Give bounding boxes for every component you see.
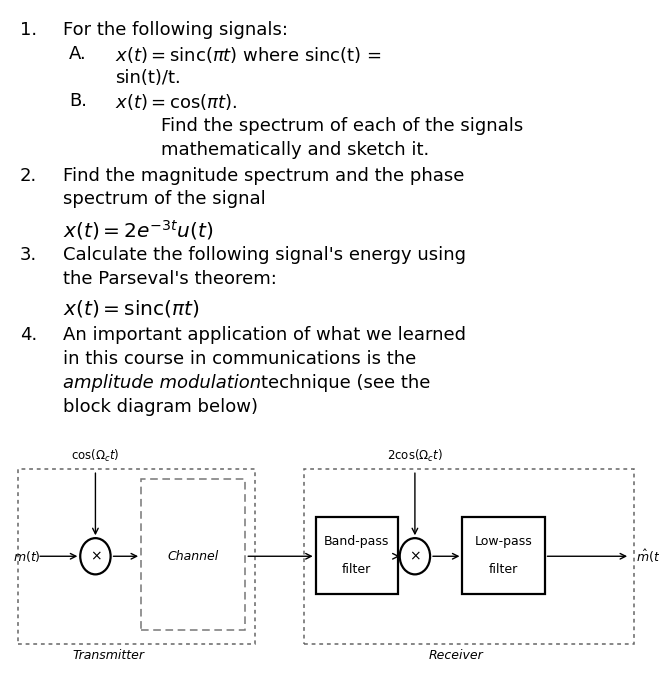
Text: Receiver: Receiver	[428, 649, 484, 662]
Text: B.: B.	[69, 92, 87, 111]
Text: For the following signals:: For the following signals:	[63, 21, 287, 39]
Text: $x(t) = \mathrm{sinc}(\pi t)$: $x(t) = \mathrm{sinc}(\pi t)$	[63, 298, 199, 319]
Bar	[463, 517, 544, 594]
Text: $\times$: $\times$	[409, 550, 421, 564]
Bar	[316, 517, 398, 594]
Text: Find the spectrum of each of the signals: Find the spectrum of each of the signals	[161, 117, 524, 135]
Bar	[18, 469, 256, 644]
Text: $\times$: $\times$	[90, 550, 101, 564]
Text: Find the magnitude spectrum and the phase: Find the magnitude spectrum and the phas…	[63, 167, 464, 185]
Text: $x(t) = \cos(\pi t).$: $x(t) = \cos(\pi t).$	[115, 92, 238, 113]
Text: amplitude modulation: amplitude modulation	[63, 374, 261, 392]
Text: Low-pass: Low-pass	[474, 536, 532, 548]
Text: filter: filter	[489, 563, 518, 575]
Bar	[304, 469, 635, 644]
Text: $m(t)$: $m(t)$	[13, 549, 41, 564]
Text: $\hat{m}(t)$: $\hat{m}(t)$	[637, 547, 659, 565]
Circle shape	[80, 538, 111, 575]
Text: filter: filter	[342, 563, 371, 575]
Text: $\cos(\Omega_c t)$: $\cos(\Omega_c t)$	[71, 448, 120, 464]
Text: 3.: 3.	[20, 246, 37, 265]
Text: mathematically and sketch it.: mathematically and sketch it.	[161, 141, 430, 159]
Text: 4.: 4.	[20, 326, 37, 344]
Text: in this course in communications is the: in this course in communications is the	[63, 350, 416, 368]
Text: sin(t)/t.: sin(t)/t.	[115, 69, 181, 87]
Text: $x(t) = 2e^{-3t}u(t)$: $x(t) = 2e^{-3t}u(t)$	[63, 218, 213, 242]
Bar	[141, 480, 245, 630]
Text: Transmitter: Transmitter	[72, 649, 144, 662]
Text: A.: A.	[69, 45, 87, 63]
Text: $2\cos(\Omega_c t)$: $2\cos(\Omega_c t)$	[387, 448, 443, 464]
Text: $x(t) = \mathrm{sinc}(\pi t)$ where sinc(t) =: $x(t) = \mathrm{sinc}(\pi t)$ where sinc…	[115, 45, 382, 65]
Text: block diagram below): block diagram below)	[63, 398, 258, 416]
Text: 1.: 1.	[20, 21, 37, 39]
Text: Channel: Channel	[167, 550, 219, 563]
Text: the Parseval's theorem:: the Parseval's theorem:	[63, 270, 277, 288]
Text: technique (see the: technique (see the	[261, 374, 430, 392]
Text: spectrum of the signal: spectrum of the signal	[63, 190, 266, 209]
Text: An important application of what we learned: An important application of what we lear…	[63, 326, 466, 344]
Text: Calculate the following signal's energy using: Calculate the following signal's energy …	[63, 246, 466, 265]
Circle shape	[400, 538, 430, 575]
Text: Band-pass: Band-pass	[324, 536, 389, 548]
Text: 2.: 2.	[20, 167, 37, 185]
